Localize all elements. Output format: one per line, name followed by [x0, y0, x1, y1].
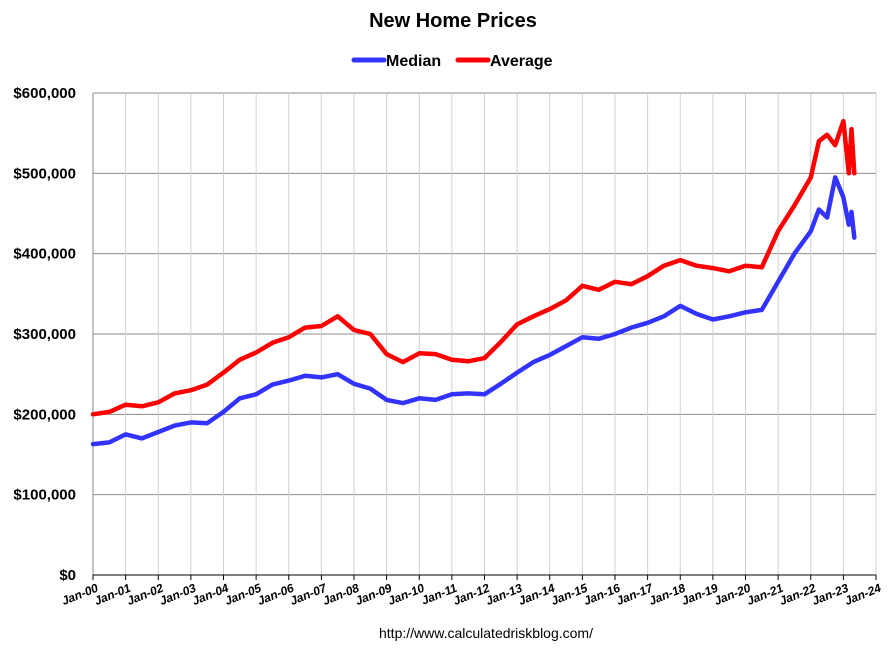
y-tick-label: $300,000	[13, 326, 76, 343]
legend: Median Average	[351, 53, 553, 70]
y-tick-labels: $0 $100,000 $200,000 $300,000 $400,000 $500,0…	[13, 85, 76, 584]
source-url: http://www.calculatedriskblog.com/	[379, 625, 593, 641]
y-tick-label: $0	[59, 567, 76, 584]
series-line-median	[90, 175, 857, 447]
x-tick-labels: Jan-00Jan-01Jan-02Jan-03Jan-04Jan-05Jan-…	[60, 580, 884, 608]
y-tick-label: $200,000	[13, 406, 76, 423]
axes	[92, 93, 877, 580]
y-tick-label: $100,000	[13, 487, 76, 504]
legend-label-average: Average	[490, 53, 553, 70]
x-tick-label: Jan-24	[843, 581, 884, 608]
series-lines	[90, 118, 857, 447]
y-tick-label: $500,000	[13, 165, 76, 182]
series-line-average	[90, 118, 857, 417]
y-tick-label: $400,000	[13, 246, 76, 263]
chart-title: New Home Prices	[369, 10, 537, 32]
legend-label-median: Median	[386, 53, 441, 70]
y-tick-label: $600,000	[13, 85, 76, 102]
grid	[93, 92, 877, 575]
